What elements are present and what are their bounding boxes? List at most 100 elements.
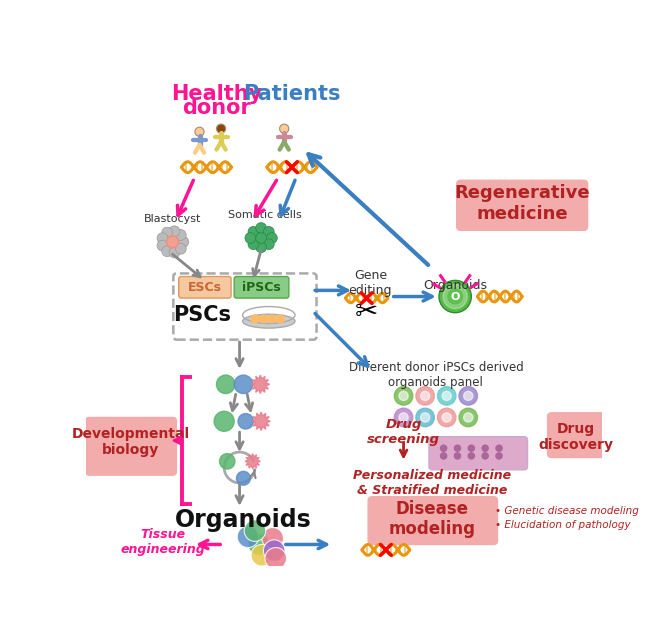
Text: iPSCs: iPSCs (242, 281, 280, 294)
Text: Blastocyst: Blastocyst (144, 214, 201, 224)
Circle shape (395, 408, 413, 427)
Polygon shape (252, 412, 270, 431)
Circle shape (421, 391, 429, 401)
Circle shape (496, 453, 502, 459)
Circle shape (195, 127, 204, 136)
Circle shape (454, 453, 460, 459)
Text: Regenerative
medicine: Regenerative medicine (454, 184, 590, 223)
FancyBboxPatch shape (457, 180, 588, 230)
Circle shape (482, 445, 488, 452)
Circle shape (236, 471, 250, 485)
FancyBboxPatch shape (85, 417, 176, 475)
Text: Developmental
biology: Developmental biology (72, 427, 190, 457)
Polygon shape (245, 453, 260, 469)
Circle shape (437, 408, 456, 427)
Text: donor: donor (182, 98, 251, 118)
Circle shape (459, 387, 478, 405)
Circle shape (169, 226, 180, 237)
Circle shape (262, 527, 283, 549)
Circle shape (441, 453, 447, 459)
Circle shape (442, 413, 452, 422)
Circle shape (264, 226, 274, 237)
Text: O: O (450, 291, 460, 301)
Circle shape (217, 375, 235, 394)
Circle shape (217, 124, 225, 134)
Text: Drug
discovery: Drug discovery (539, 422, 613, 452)
Circle shape (162, 227, 172, 238)
Circle shape (459, 408, 478, 427)
Circle shape (416, 408, 434, 427)
Text: Tissue
engineering: Tissue engineering (120, 528, 205, 556)
Circle shape (175, 230, 187, 240)
Circle shape (496, 445, 502, 452)
Text: Somatic cells: Somatic cells (228, 211, 302, 220)
Text: ESCs: ESCs (188, 281, 222, 294)
Circle shape (248, 226, 259, 237)
Circle shape (437, 387, 456, 405)
Circle shape (251, 315, 259, 322)
Circle shape (178, 237, 189, 247)
Circle shape (169, 247, 180, 258)
Polygon shape (251, 375, 270, 394)
Circle shape (251, 544, 272, 566)
Circle shape (265, 548, 287, 569)
Circle shape (248, 534, 270, 555)
Circle shape (162, 246, 172, 256)
Circle shape (441, 445, 447, 452)
FancyBboxPatch shape (173, 273, 317, 340)
Circle shape (256, 223, 266, 233)
Circle shape (214, 411, 234, 431)
Circle shape (442, 391, 452, 401)
FancyBboxPatch shape (548, 413, 605, 457)
Text: • Elucidation of pathology: • Elucidation of pathology (495, 520, 631, 530)
Circle shape (280, 124, 289, 134)
Text: Different donor iPSCs derived
organoids panel: Different donor iPSCs derived organoids … (348, 361, 523, 389)
Text: Organoids: Organoids (175, 508, 312, 532)
Circle shape (166, 236, 178, 248)
Circle shape (234, 375, 253, 394)
Text: Organoids: Organoids (423, 279, 487, 292)
Circle shape (245, 233, 256, 244)
Circle shape (238, 526, 259, 548)
FancyBboxPatch shape (178, 277, 231, 298)
Circle shape (260, 315, 267, 322)
Circle shape (482, 453, 488, 459)
Circle shape (468, 453, 474, 459)
Circle shape (219, 453, 235, 469)
Circle shape (244, 520, 266, 541)
Circle shape (238, 413, 254, 429)
Text: Gene
editing: Gene editing (349, 269, 393, 297)
Circle shape (256, 242, 266, 252)
Text: • Genetic disease modeling: • Genetic disease modeling (495, 506, 639, 516)
Ellipse shape (243, 314, 295, 328)
Circle shape (264, 540, 285, 562)
Circle shape (464, 391, 473, 401)
Circle shape (248, 238, 259, 249)
Circle shape (157, 240, 168, 251)
Circle shape (276, 315, 285, 322)
FancyBboxPatch shape (368, 497, 497, 544)
Circle shape (448, 289, 462, 304)
FancyBboxPatch shape (429, 437, 527, 470)
Circle shape (421, 413, 429, 422)
Circle shape (416, 387, 434, 405)
Text: Healthy: Healthy (171, 84, 262, 104)
Circle shape (157, 233, 168, 244)
Circle shape (464, 413, 473, 422)
Text: Patients: Patients (243, 84, 341, 104)
Text: PSCs: PSCs (174, 305, 231, 325)
Circle shape (439, 280, 471, 313)
Circle shape (264, 238, 274, 249)
Circle shape (256, 233, 266, 244)
Circle shape (399, 413, 408, 422)
Circle shape (443, 284, 467, 308)
Text: Drug
screening: Drug screening (367, 418, 440, 446)
Circle shape (268, 315, 276, 322)
FancyBboxPatch shape (234, 277, 289, 298)
Circle shape (395, 387, 413, 405)
Circle shape (175, 244, 187, 254)
Circle shape (399, 391, 408, 401)
Circle shape (266, 233, 277, 244)
Circle shape (454, 445, 460, 452)
Text: Personalized medicine
& Stratified medicine: Personalized medicine & Stratified medic… (353, 469, 511, 497)
